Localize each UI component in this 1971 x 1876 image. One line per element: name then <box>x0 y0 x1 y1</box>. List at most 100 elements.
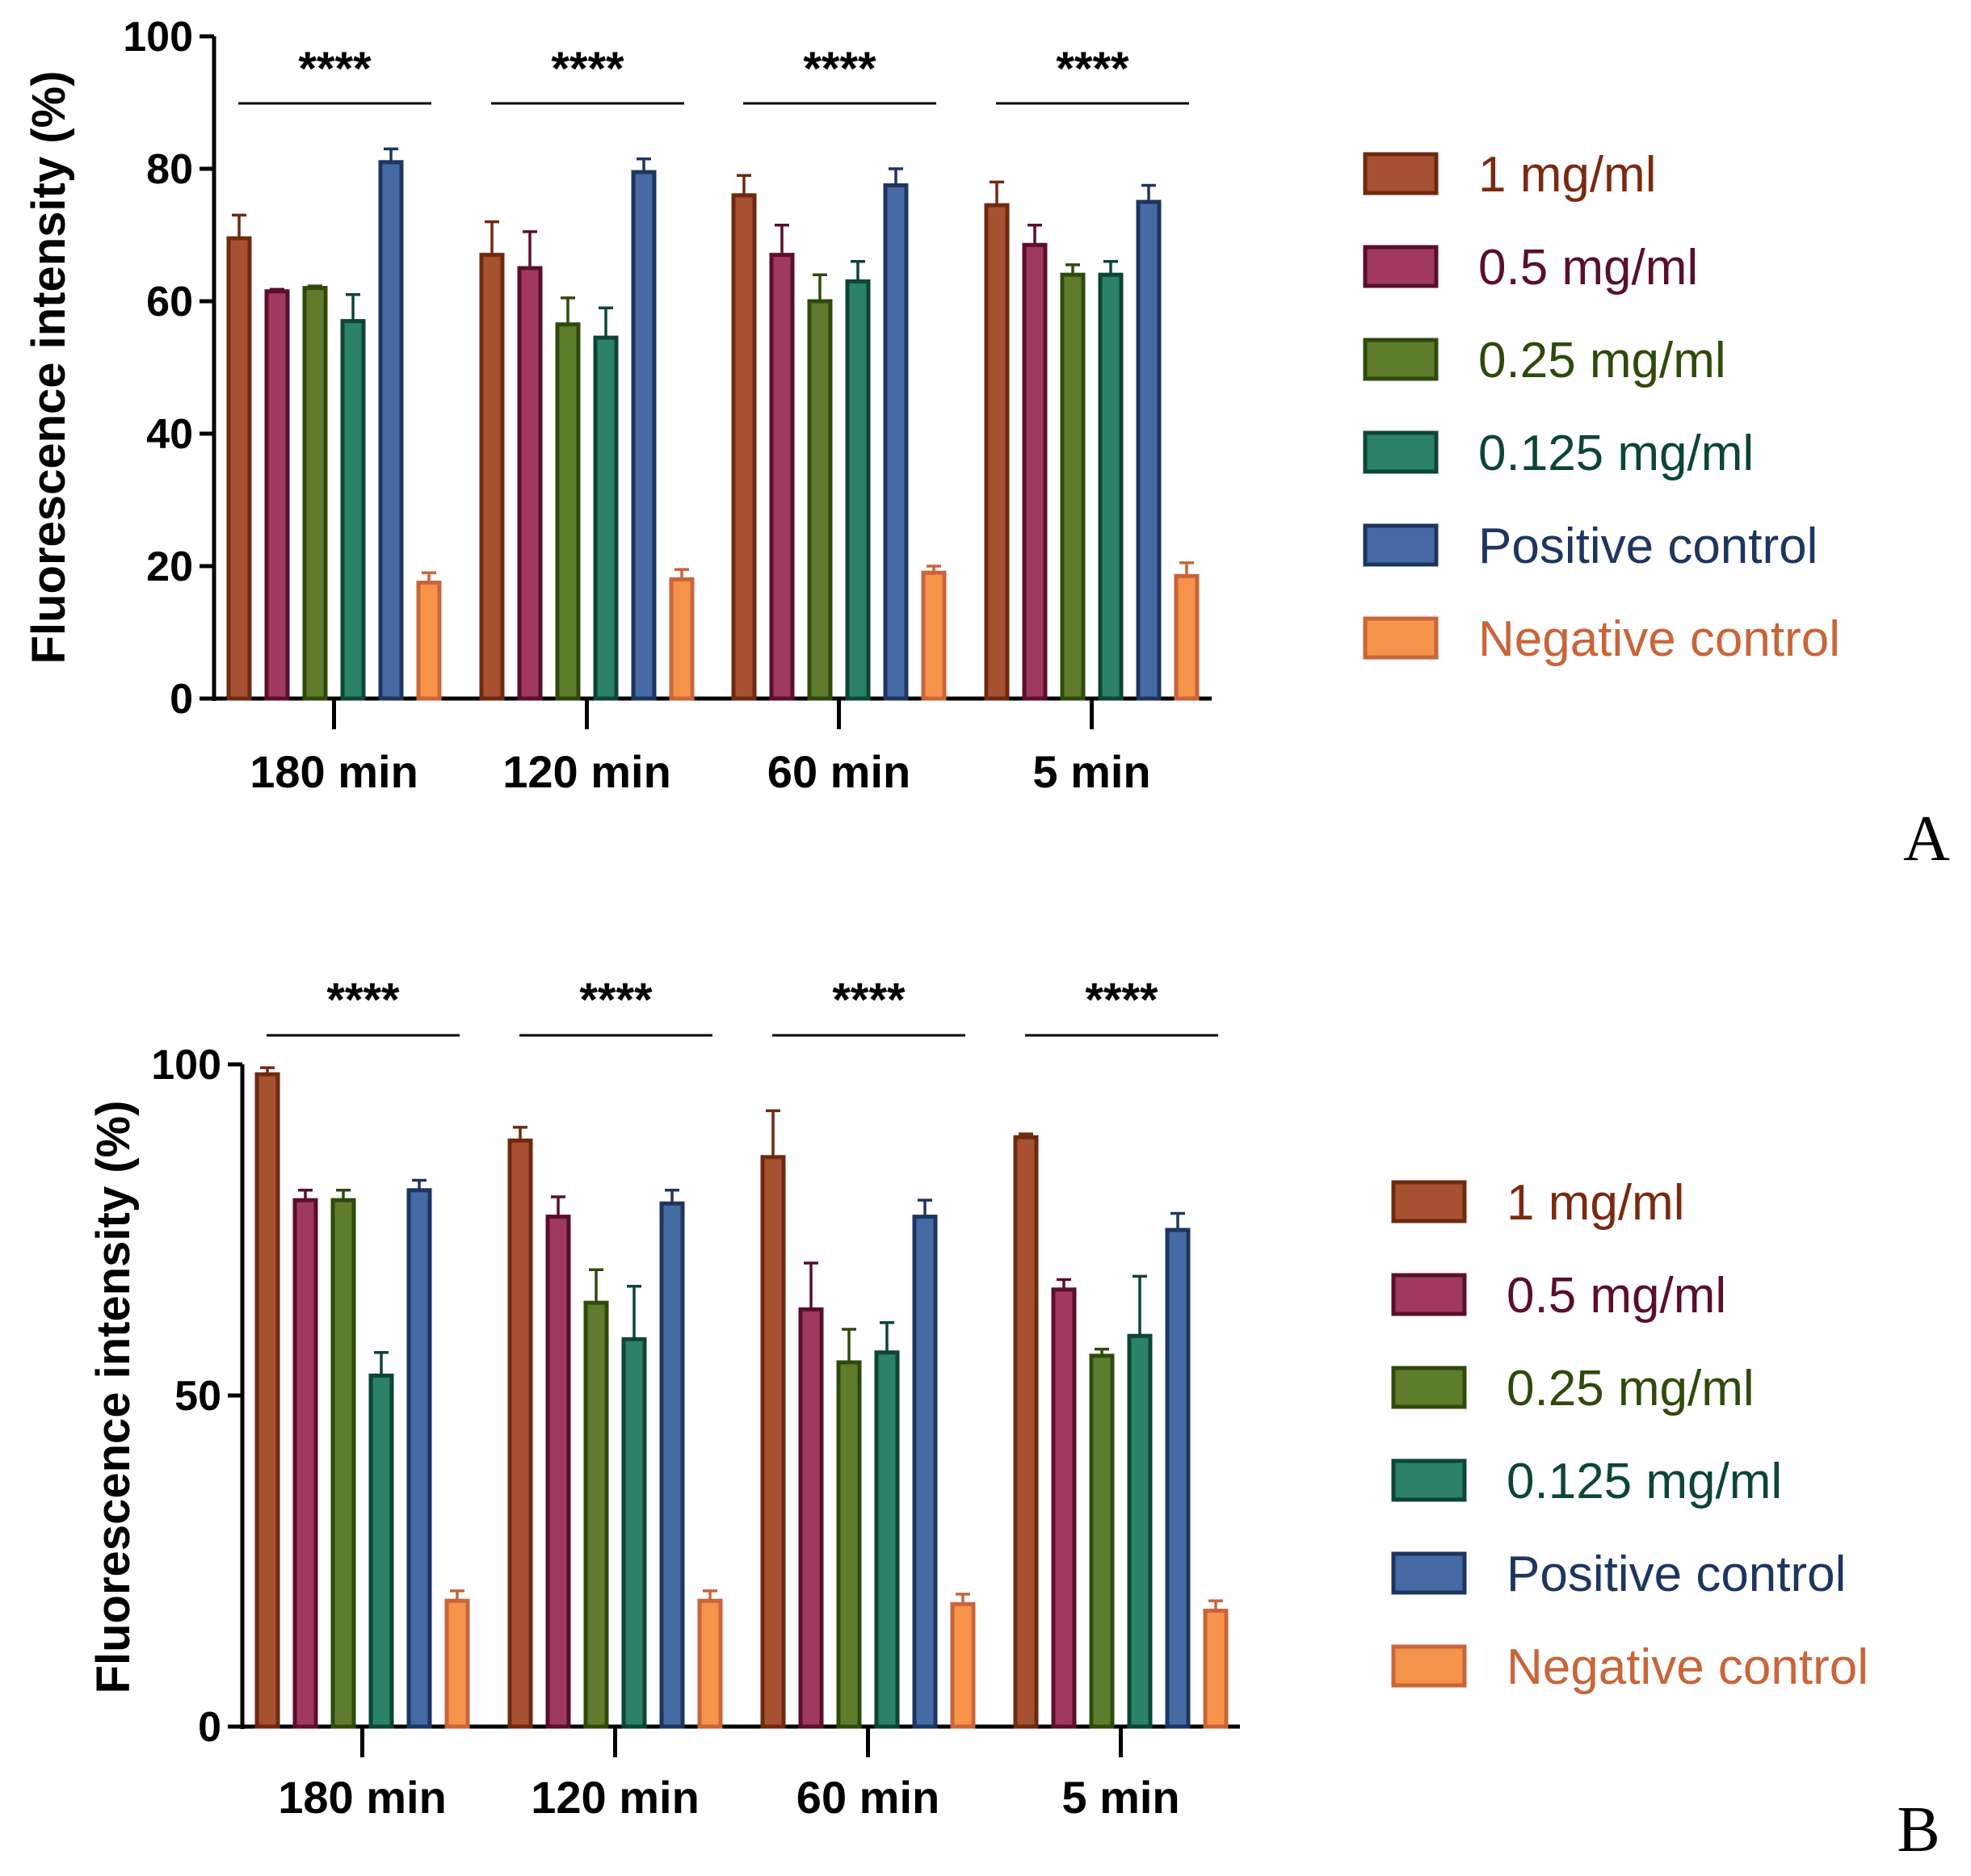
panel-label: A <box>1903 804 1950 875</box>
x-tick-label: 5 min <box>1032 746 1150 797</box>
x-tick-label: 120 min <box>531 1772 700 1823</box>
legend-label: Negative control <box>1507 1639 1868 1695</box>
bar <box>340 319 366 701</box>
y-tick-label: 100 <box>151 1042 221 1089</box>
legend-label: 1 mg/ml <box>1507 1175 1684 1231</box>
bar <box>631 170 657 701</box>
bar <box>226 236 252 701</box>
legend-swatch <box>1391 1273 1467 1316</box>
bar <box>1165 1228 1191 1729</box>
x-tick-label: 120 min <box>502 746 671 797</box>
bar <box>807 299 833 701</box>
bar <box>697 1598 723 1729</box>
legend-swatch <box>1391 1180 1467 1223</box>
bar <box>1127 1333 1153 1729</box>
legend-label: 0.125 mg/ml <box>1478 426 1754 481</box>
legend-swatch <box>1363 523 1439 567</box>
bar <box>1051 1287 1077 1729</box>
bar <box>1098 272 1124 701</box>
x-tick-label: 180 min <box>250 746 418 797</box>
panel-label: B <box>1897 1794 1939 1866</box>
legend-swatch <box>1363 338 1439 381</box>
bar <box>406 1188 432 1729</box>
legend-swatch <box>1363 152 1439 195</box>
bar <box>1089 1353 1115 1729</box>
chart-panel-a: Fluorescence intensity (%) 0 20 40 60 80 100 18… <box>23 14 1950 875</box>
bar <box>444 1598 470 1729</box>
legend-swatch <box>1363 245 1439 288</box>
bar <box>669 577 695 701</box>
bar <box>659 1201 685 1729</box>
significance-label: **** <box>298 43 372 95</box>
legend-label: 0.25 mg/ml <box>1507 1361 1755 1416</box>
bar <box>254 1072 280 1729</box>
legend-swatch <box>1391 1366 1467 1409</box>
bar <box>760 1155 786 1729</box>
y-axis-title: Fluorescence intensity (%) <box>23 71 75 665</box>
bar <box>507 1138 533 1729</box>
legend-label: Positive control <box>1478 518 1818 574</box>
bar <box>330 1198 356 1729</box>
bar <box>836 1360 862 1729</box>
bar <box>621 1337 647 1729</box>
bar <box>798 1307 824 1729</box>
bar <box>264 289 290 701</box>
bar <box>1136 199 1162 701</box>
legend-label: 0.5 mg/ml <box>1478 240 1698 296</box>
legend-label: Positive control <box>1507 1547 1846 1602</box>
significance-label: **** <box>579 974 653 1026</box>
chart-panel-b: Fluorescence intensity (%) 0 50 100 180 min *… <box>87 974 1940 1866</box>
bar <box>368 1373 394 1729</box>
x-tick-label: 60 min <box>767 746 910 797</box>
legend-label: 0.5 mg/ml <box>1507 1268 1726 1324</box>
legend-label: Negative control <box>1478 611 1840 667</box>
bar <box>555 322 581 701</box>
bar <box>517 266 543 701</box>
legend-swatch <box>1391 1551 1467 1595</box>
y-tick-label: 60 <box>146 279 193 325</box>
y-tick-label: 100 <box>123 14 193 61</box>
bar <box>593 335 619 701</box>
bar <box>874 1350 900 1729</box>
y-tick-label: 40 <box>146 411 193 458</box>
bar <box>1013 1135 1039 1729</box>
legend-label: 0.25 mg/ml <box>1478 333 1726 388</box>
bar <box>416 581 442 701</box>
significance-label: **** <box>1056 43 1129 95</box>
bar <box>1060 272 1086 701</box>
bar <box>1174 573 1200 701</box>
bar <box>583 1300 609 1729</box>
x-tick-label: 60 min <box>796 1772 939 1823</box>
y-tick-label: 20 <box>146 543 193 590</box>
bar <box>883 183 909 701</box>
bar <box>950 1601 976 1729</box>
legend: 1 mg/ml 0.5 mg/ml 0.25 mg/ml 0.125 mg/ml Pos… <box>1363 147 1840 667</box>
legend-swatch <box>1391 1644 1467 1688</box>
y-tick-label: 0 <box>170 676 193 723</box>
y-axis-title: Fluorescence intensity (%) <box>87 1101 140 1694</box>
significance-label: **** <box>832 974 906 1026</box>
bar <box>731 193 757 701</box>
legend-label: 1 mg/ml <box>1478 147 1656 203</box>
y-tick-label: 50 <box>174 1373 221 1420</box>
bar <box>292 1198 318 1729</box>
bar <box>845 279 871 701</box>
bar <box>545 1215 571 1729</box>
legend: 1 mg/ml 0.5 mg/ml 0.25 mg/ml 0.125 mg/ml Pos… <box>1391 1175 1868 1695</box>
legend-swatch <box>1363 616 1439 660</box>
bar <box>1203 1609 1229 1729</box>
x-tick-label: 180 min <box>278 1772 447 1823</box>
x-tick-label: 5 min <box>1061 1772 1179 1823</box>
y-tick-label: 0 <box>198 1704 221 1751</box>
significance-label: **** <box>326 974 400 1026</box>
legend-swatch <box>1363 430 1439 474</box>
bar <box>378 160 404 701</box>
bar <box>984 203 1010 701</box>
significance-label: **** <box>803 43 876 95</box>
bar <box>769 253 795 701</box>
bar <box>921 570 947 701</box>
legend-label: 0.125 mg/ml <box>1507 1454 1782 1509</box>
bar <box>302 286 328 701</box>
bar <box>479 253 505 701</box>
